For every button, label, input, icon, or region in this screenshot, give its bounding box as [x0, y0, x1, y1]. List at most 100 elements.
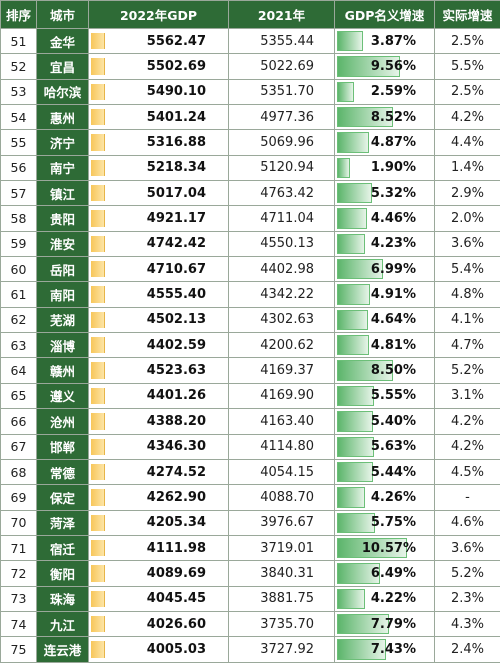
- header-gdp-2022: 2022年GDP: [89, 1, 229, 29]
- gdp-2021-cell: 3727.92: [229, 637, 335, 662]
- gdp-2021-cell: 5022.69: [229, 54, 335, 79]
- rank-cell: 68: [1, 459, 37, 484]
- nominal-growth-value: 9.56%: [371, 59, 416, 74]
- nominal-growth-cell: 7.43%: [335, 637, 435, 662]
- real-growth-cell: 4.2%: [435, 105, 500, 130]
- gdp-bar-marker: [91, 236, 105, 252]
- growth-data-bar: [337, 208, 367, 228]
- gdp-2022-cell: 5562.47: [89, 29, 229, 54]
- real-growth-cell: 2.4%: [435, 637, 500, 662]
- rank-cell: 66: [1, 409, 37, 434]
- city-cell: 南阳: [37, 282, 89, 307]
- growth-data-bar: [337, 487, 365, 507]
- growth-data-bar: [337, 132, 369, 152]
- nominal-growth-cell: 4.81%: [335, 333, 435, 358]
- real-growth-cell: 4.5%: [435, 459, 500, 484]
- gdp-2021-cell: 4402.98: [229, 257, 335, 282]
- real-growth-cell: -: [435, 485, 500, 510]
- growth-data-bar: [337, 183, 372, 203]
- gdp-2022-value: 4089.69: [147, 566, 206, 581]
- real-growth-cell: 5.2%: [435, 358, 500, 383]
- city-cell: 保定: [37, 485, 89, 510]
- gdp-2022-value: 4388.20: [147, 414, 206, 429]
- nominal-growth-cell: 3.87%: [335, 29, 435, 54]
- gdp-2021-cell: 4088.70: [229, 485, 335, 510]
- real-growth-cell: 3.6%: [435, 535, 500, 560]
- gdp-2022-value: 5562.47: [147, 34, 206, 49]
- city-cell: 衡阳: [37, 561, 89, 586]
- gdp-2021-cell: 4977.36: [229, 105, 335, 130]
- nominal-growth-value: 4.81%: [371, 338, 416, 353]
- real-growth-cell: 3.1%: [435, 383, 500, 408]
- gdp-2022-cell: 4401.26: [89, 383, 229, 408]
- real-growth-cell: 2.3%: [435, 586, 500, 611]
- real-growth-cell: 4.2%: [435, 409, 500, 434]
- gdp-2022-value: 4262.90: [147, 490, 206, 505]
- city-cell: 连云港: [37, 637, 89, 662]
- gdp-2022-value: 4502.13: [147, 312, 206, 327]
- nominal-growth-value: 4.87%: [371, 135, 416, 150]
- gdp-2022-cell: 5218.34: [89, 155, 229, 180]
- nominal-growth-value: 10.57%: [362, 541, 416, 556]
- real-growth-cell: 1.4%: [435, 155, 500, 180]
- gdp-bar-marker: [91, 616, 105, 632]
- gdp-2022-value: 4005.03: [147, 642, 206, 657]
- nominal-growth-cell: 6.99%: [335, 257, 435, 282]
- city-cell: 济宁: [37, 130, 89, 155]
- nominal-growth-value: 4.46%: [371, 211, 416, 226]
- nominal-growth-value: 8.50%: [371, 363, 416, 378]
- gdp-2022-value: 4205.34: [147, 515, 206, 530]
- nominal-growth-value: 4.64%: [371, 312, 416, 327]
- nominal-growth-value: 6.99%: [371, 262, 416, 277]
- growth-data-bar: [337, 513, 375, 533]
- gdp-bar-marker: [91, 540, 105, 556]
- city-cell: 惠州: [37, 105, 89, 130]
- nominal-growth-cell: 7.79%: [335, 611, 435, 636]
- gdp-bar-marker: [91, 641, 105, 657]
- real-growth-cell: 4.1%: [435, 307, 500, 332]
- growth-data-bar: [337, 437, 374, 457]
- rank-cell: 62: [1, 307, 37, 332]
- gdp-2022-cell: 4205.34: [89, 510, 229, 535]
- real-growth-cell: 4.3%: [435, 611, 500, 636]
- gdp-2022-cell: 4005.03: [89, 637, 229, 662]
- rank-cell: 64: [1, 358, 37, 383]
- gdp-2022-cell: 4388.20: [89, 409, 229, 434]
- gdp-bar-marker: [91, 33, 105, 49]
- nominal-growth-cell: 5.44%: [335, 459, 435, 484]
- growth-data-bar: [337, 335, 369, 355]
- gdp-2022-cell: 4262.90: [89, 485, 229, 510]
- gdp-bar-marker: [91, 312, 105, 328]
- nominal-growth-value: 3.87%: [371, 34, 416, 49]
- real-growth-cell: 4.7%: [435, 333, 500, 358]
- header-city: 城市: [37, 1, 89, 29]
- city-cell: 九江: [37, 611, 89, 636]
- gdp-2022-value: 5017.04: [147, 186, 206, 201]
- nominal-growth-value: 4.91%: [371, 287, 416, 302]
- rank-cell: 74: [1, 611, 37, 636]
- gdp-2022-value: 5218.34: [147, 160, 206, 175]
- growth-data-bar: [337, 31, 363, 51]
- nominal-growth-value: 8.52%: [371, 110, 416, 125]
- nominal-growth-value: 5.63%: [371, 439, 416, 454]
- city-cell: 岳阳: [37, 257, 89, 282]
- gdp-2022-cell: 4523.63: [89, 358, 229, 383]
- gdp-2021-cell: 4550.13: [229, 231, 335, 256]
- growth-data-bar: [337, 234, 365, 254]
- nominal-growth-cell: 5.40%: [335, 409, 435, 434]
- real-growth-cell: 2.9%: [435, 181, 500, 206]
- gdp-bar-marker: [91, 388, 105, 404]
- real-growth-cell: 5.5%: [435, 54, 500, 79]
- gdp-2022-value: 4742.42: [147, 236, 206, 251]
